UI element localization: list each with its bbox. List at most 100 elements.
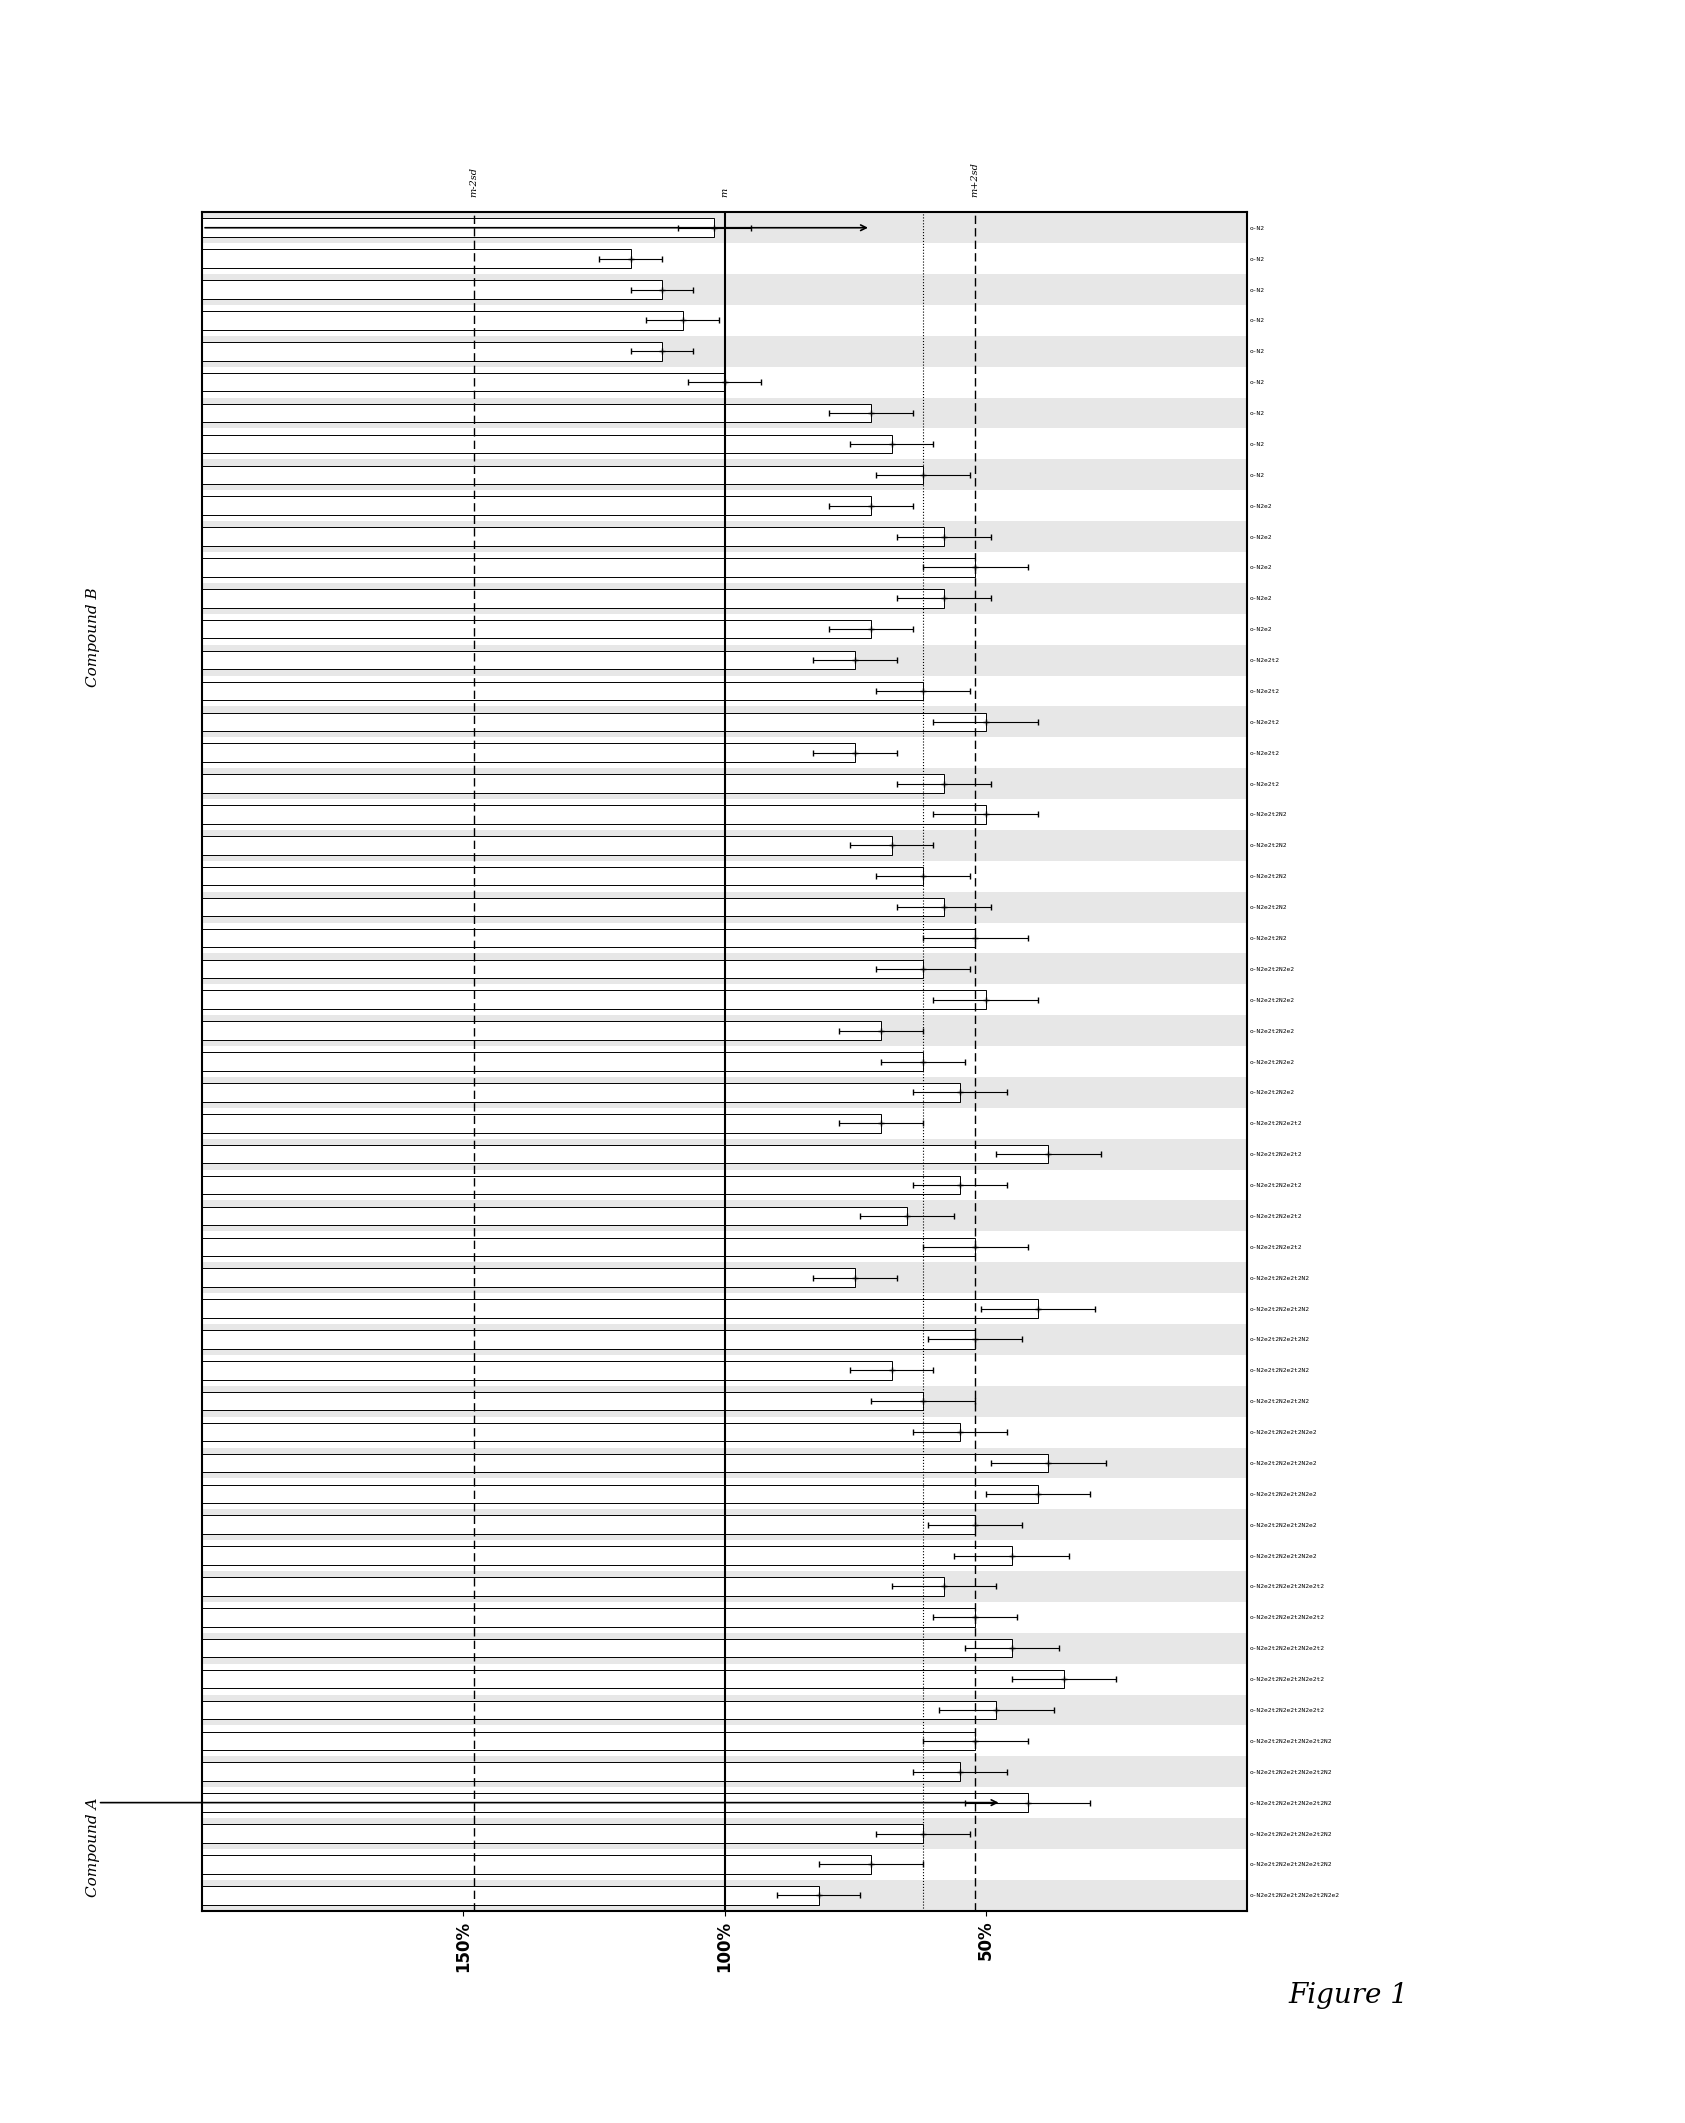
Bar	[202, 1293, 1247, 1325]
Bar	[202, 212, 1247, 244]
Text: m-2sd: m-2sd	[470, 168, 479, 197]
Bar	[202, 367, 1247, 397]
Bar	[202, 713, 986, 730]
Bar	[202, 1238, 976, 1257]
Bar	[202, 1416, 1247, 1448]
Bar	[202, 645, 1247, 675]
Bar	[202, 737, 1247, 769]
Bar	[202, 1047, 1247, 1076]
Bar	[202, 490, 1247, 520]
Bar	[202, 866, 923, 885]
Text: Compound B: Compound B	[86, 588, 99, 686]
Bar	[202, 584, 1247, 614]
Bar	[202, 1231, 1247, 1263]
Bar	[202, 1726, 1247, 1756]
Bar	[202, 1478, 1247, 1509]
Text: m+2sd: m+2sd	[971, 161, 979, 197]
Bar	[202, 1115, 881, 1132]
Bar	[202, 1817, 1247, 1849]
Bar	[202, 991, 986, 1008]
Bar	[202, 1788, 1247, 1817]
Bar	[202, 1603, 1247, 1633]
Bar	[202, 1386, 1247, 1416]
Bar	[202, 1454, 1048, 1471]
Bar	[202, 403, 871, 422]
Bar	[202, 1701, 996, 1720]
Bar	[202, 1484, 1038, 1503]
Bar	[202, 429, 1247, 459]
Text: m: m	[719, 187, 730, 197]
Bar	[202, 1664, 1247, 1694]
Bar	[202, 312, 682, 329]
Bar	[202, 520, 1247, 552]
Bar	[202, 306, 1247, 335]
Bar	[202, 1083, 959, 1102]
Bar	[202, 1671, 1063, 1688]
Bar	[202, 928, 976, 947]
Bar	[202, 527, 944, 546]
Bar	[202, 1199, 1247, 1231]
Bar	[202, 1325, 1247, 1354]
Bar	[202, 244, 1247, 274]
Bar	[202, 681, 923, 701]
Bar	[202, 1138, 1247, 1170]
Bar	[202, 335, 1247, 367]
Bar	[202, 558, 976, 577]
Bar	[202, 248, 630, 267]
Bar	[202, 465, 923, 484]
Bar	[202, 805, 986, 824]
Bar	[202, 374, 725, 391]
Bar	[202, 1393, 923, 1410]
Bar	[202, 1448, 1247, 1478]
Bar	[202, 1206, 907, 1225]
Bar	[202, 953, 1247, 985]
Bar	[202, 1732, 976, 1749]
Bar	[202, 1539, 1247, 1571]
Bar	[202, 280, 662, 299]
Bar	[202, 397, 1247, 429]
Bar	[202, 860, 1247, 892]
Bar	[202, 1879, 1247, 1911]
Bar	[202, 707, 1247, 737]
Bar	[202, 1756, 1247, 1788]
Bar	[202, 274, 1247, 306]
Bar	[202, 1516, 976, 1535]
Bar	[202, 614, 1247, 645]
Bar	[202, 898, 944, 917]
Bar	[202, 1176, 959, 1195]
Bar	[202, 552, 1247, 584]
Bar	[202, 836, 891, 856]
Bar	[202, 588, 944, 607]
Bar	[202, 459, 1247, 490]
Text: Figure 1: Figure 1	[1287, 1983, 1409, 2008]
Bar	[202, 497, 871, 516]
Bar	[202, 1571, 1247, 1603]
Bar	[202, 1361, 891, 1380]
Bar	[202, 620, 871, 639]
Bar	[202, 1170, 1247, 1199]
Bar	[202, 1076, 1247, 1108]
Bar	[202, 219, 714, 238]
Bar	[202, 924, 1247, 953]
Bar	[202, 1885, 819, 1904]
Bar	[202, 1546, 1011, 1565]
Bar	[202, 675, 1247, 707]
Bar	[202, 1144, 1048, 1163]
Bar	[202, 652, 854, 669]
Bar	[202, 1509, 1247, 1539]
Bar	[202, 830, 1247, 860]
Text: Compound A: Compound A	[86, 1798, 99, 1896]
Bar	[202, 1331, 976, 1348]
Bar	[202, 1794, 1028, 1811]
Bar	[202, 960, 923, 979]
Bar	[202, 1762, 959, 1781]
Bar	[202, 1015, 1247, 1047]
Bar	[202, 1639, 1011, 1658]
Bar	[202, 1299, 1038, 1318]
Bar	[202, 775, 944, 792]
Bar	[202, 342, 662, 361]
Bar	[202, 1856, 871, 1875]
Bar	[202, 1849, 1247, 1879]
Bar	[202, 1263, 1247, 1293]
Bar	[202, 743, 854, 762]
